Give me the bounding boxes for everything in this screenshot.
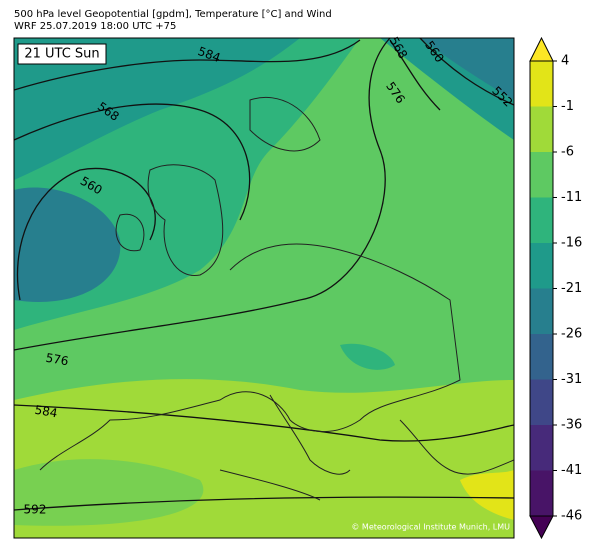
- credit: © Meteorological Institute Munich, LMU: [351, 523, 510, 532]
- colorbar-tick-label: -36: [561, 418, 582, 433]
- colorbar-tick-label: 4: [561, 54, 569, 69]
- map-field: [14, 38, 514, 538]
- colorbar-band: [530, 61, 553, 107]
- colorbar-tick-label: -26: [561, 327, 582, 342]
- colorbar-tick-label: -46: [561, 509, 582, 524]
- colorbar-band: [530, 243, 553, 289]
- colorbar-tick-label: -41: [561, 463, 582, 478]
- colorbar-band: [530, 197, 553, 243]
- colorbar-over: [529, 36, 554, 62]
- colorbar-band: [530, 425, 553, 471]
- colorbar-tick-label: -16: [561, 236, 582, 251]
- colorbar-tick-label: -21: [561, 281, 582, 296]
- subtitle: WRF 25.07.2019 18:00 UTC +75: [14, 21, 176, 32]
- title: 500 hPa level Geopotential [gpdm], Tempe…: [14, 9, 332, 20]
- colorbar-tick-label: -6: [561, 145, 574, 160]
- contour-label: 576: [45, 351, 70, 369]
- colorbar-tick-label: -1: [561, 99, 574, 114]
- contour-label: 592: [24, 503, 47, 517]
- colorbar-band: [530, 152, 553, 198]
- colorbar-tick-label: -31: [561, 372, 582, 387]
- colorbar-band: [530, 106, 553, 152]
- map-frame: [13, 37, 515, 539]
- time-label: 21 UTC Sun: [24, 47, 99, 62]
- colorbar-under: [529, 515, 554, 540]
- colorbar-band: [530, 334, 553, 380]
- colorbar-band: [530, 288, 553, 334]
- time-box: [17, 43, 107, 65]
- contour-label: 584: [34, 403, 59, 421]
- colorbar-tick-label: -11: [561, 190, 582, 205]
- colorbar-band: [530, 470, 553, 516]
- colorbar-band: [530, 379, 553, 425]
